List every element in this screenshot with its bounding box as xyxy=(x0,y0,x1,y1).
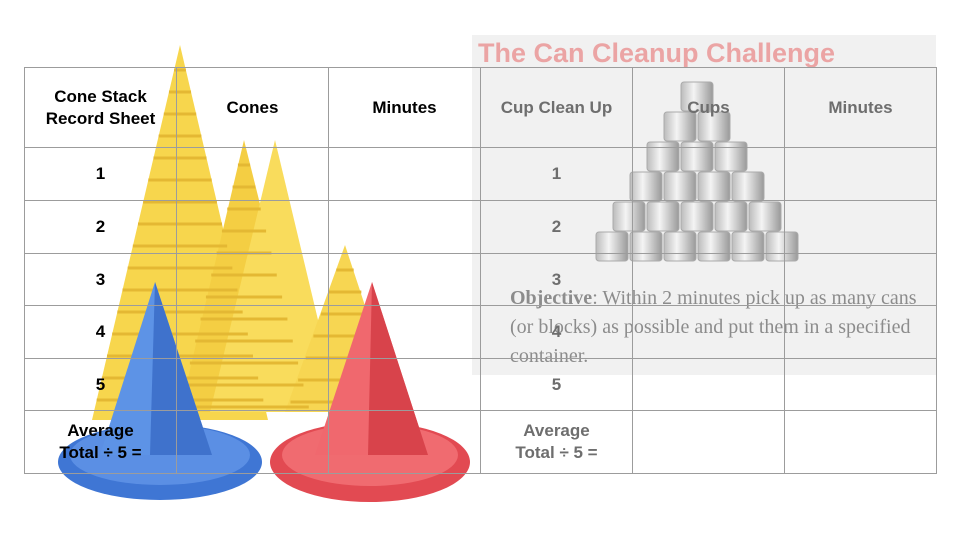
table-cell xyxy=(632,410,785,474)
table-cell: 4 xyxy=(480,305,633,359)
table-cell: Average Total ÷ 5 = xyxy=(480,410,633,474)
table-cell xyxy=(176,147,329,201)
table-cell xyxy=(632,253,785,306)
table-cell: Minutes xyxy=(328,67,481,148)
table-cell xyxy=(328,253,481,306)
table-cell xyxy=(784,147,937,201)
table-cell: 3 xyxy=(480,253,633,306)
table-cell: 2 xyxy=(480,200,633,254)
table-cell xyxy=(632,305,785,359)
table-cell: 5 xyxy=(480,358,633,411)
table-cell xyxy=(176,305,329,359)
photo-title: The Can Cleanup Challenge xyxy=(478,38,836,68)
header-row: Cone Stack Record Sheet Cones Minutes Cup C… xyxy=(24,67,937,148)
table-cell: 3 xyxy=(24,253,177,306)
table-cell xyxy=(176,358,329,411)
table-cell: 5 xyxy=(24,358,177,411)
table-cell xyxy=(328,305,481,359)
table-cell xyxy=(784,200,937,254)
table-cell: Cone Stack Record Sheet xyxy=(24,67,177,148)
table-cell xyxy=(328,410,481,474)
table-cell xyxy=(784,305,937,359)
table-cell xyxy=(784,253,937,306)
table-cell: Cup Clean Up xyxy=(480,67,633,148)
table-cell xyxy=(328,358,481,411)
table-row: Average Total ÷ 5 = Average Total ÷ 5 = xyxy=(24,410,937,474)
table-cell: 2 xyxy=(24,200,177,254)
table-cell xyxy=(632,147,785,201)
table-cell: Cones xyxy=(176,67,329,148)
table-cell xyxy=(784,358,937,411)
table-cell xyxy=(176,200,329,254)
table-cell xyxy=(328,147,481,201)
table-cell xyxy=(176,253,329,306)
table-cell: 4 xyxy=(24,305,177,359)
table-cell xyxy=(632,200,785,254)
table-cell: Cups xyxy=(632,67,785,148)
table-cell xyxy=(328,200,481,254)
table-cell: Minutes xyxy=(784,67,937,148)
table-cell: 1 xyxy=(24,147,177,201)
table-cell xyxy=(176,410,329,474)
table-cell: Average Total ÷ 5 = xyxy=(24,410,177,474)
record-table: Cone Stack Record Sheet Cones Minutes Cup C… xyxy=(24,67,937,474)
table-cell xyxy=(784,410,937,474)
table-cell: 1 xyxy=(480,147,633,201)
table-cell xyxy=(632,358,785,411)
